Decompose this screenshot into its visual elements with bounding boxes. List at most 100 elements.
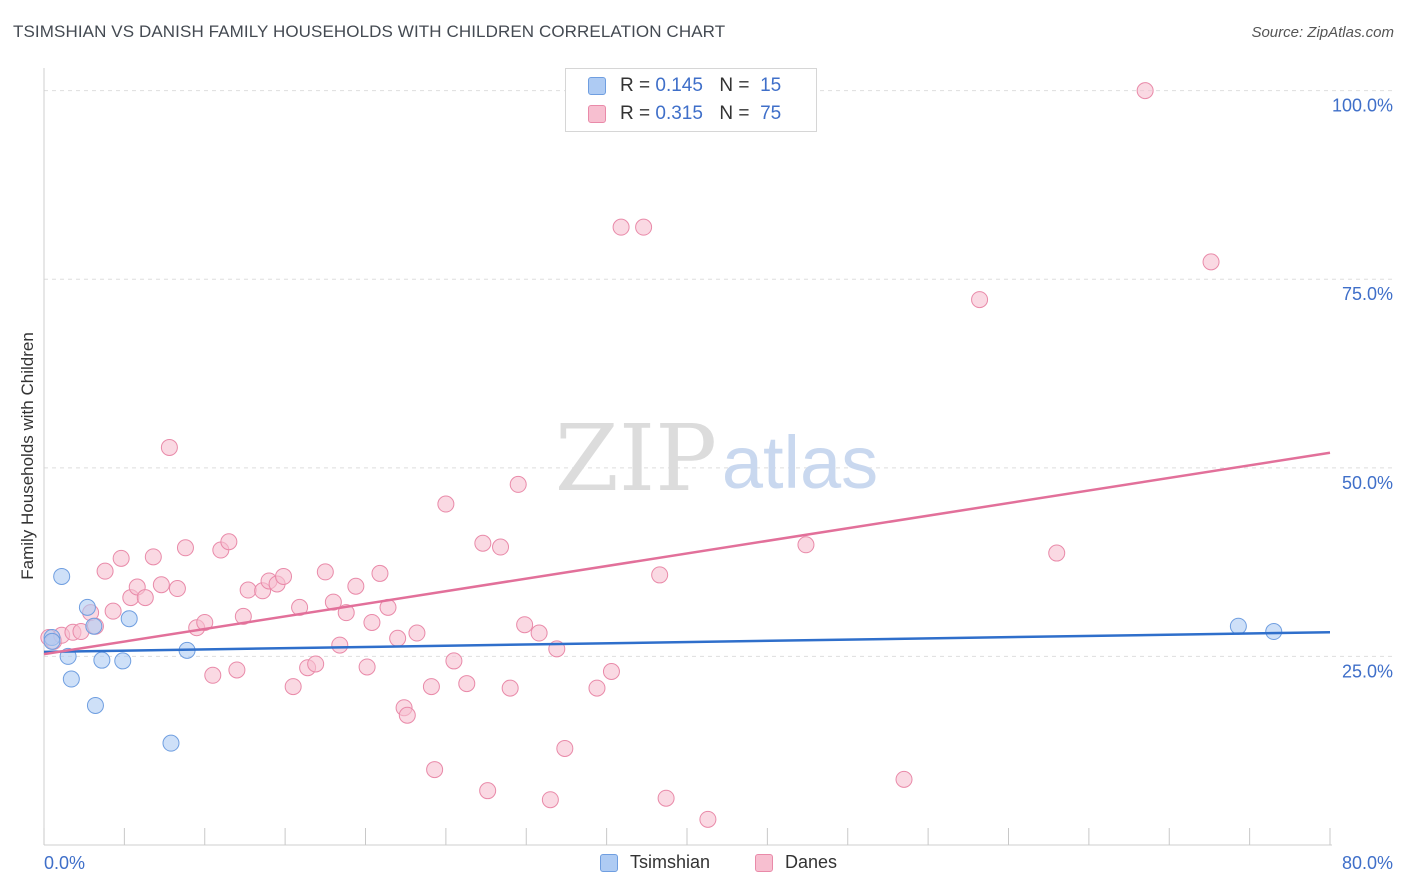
tsimshian-point [93, 651, 111, 669]
danes-point [307, 655, 325, 673]
legend-n-value: 75 [760, 103, 782, 124]
tsimshian-point [85, 617, 103, 635]
danes-point [492, 538, 510, 556]
danes-point [408, 624, 426, 642]
danes-point [144, 548, 162, 566]
danes-point [239, 581, 257, 599]
danes-point [1202, 253, 1220, 271]
danes-points [40, 82, 1220, 828]
danes-point [797, 536, 815, 554]
legend-n-label: N = [719, 75, 750, 96]
tsimshian-point [78, 598, 96, 616]
danes-point [516, 616, 534, 634]
tsimshian-trend-line [43, 631, 1331, 654]
tsimshian-point [43, 632, 61, 650]
danes-point [426, 761, 444, 779]
bottom-legend-danes: Danes [755, 852, 837, 873]
legend-n-label: N = [719, 103, 750, 124]
danes-point [422, 678, 440, 696]
danes-point [112, 549, 130, 567]
tsimshian-point [62, 670, 80, 688]
legend-r-value: 0.145 [655, 75, 703, 96]
tsimshian-points [43, 567, 1283, 752]
stats-legend: R = 0.145 N = 15 R = 0.315 N = 75 [565, 68, 817, 132]
tsimshian-point [1229, 617, 1247, 635]
chart-title: TSIMSHIAN VS DANISH FAMILY HOUSEHOLDS WI… [13, 22, 726, 41]
tsimshian-point [53, 567, 71, 585]
danes-point [136, 589, 154, 607]
watermark: ZIP atlas [555, 405, 878, 512]
axes [43, 68, 1332, 846]
legend-r-value: 0.315 [655, 103, 703, 124]
legend-r-label: R = [620, 103, 651, 124]
danes-point [204, 666, 222, 684]
watermark-zip: ZIP [555, 405, 717, 512]
x-tick-labels: 0.0% 80.0% [44, 853, 1393, 873]
danes-point [284, 678, 302, 696]
tsimshian-point [1265, 623, 1283, 641]
danes-point [176, 539, 194, 557]
legend-row-tsimshian: R = 0.145 N = 15 [588, 75, 781, 97]
danes-point [509, 475, 527, 493]
danes-point [458, 675, 476, 693]
danes-point [541, 791, 559, 809]
legend-r-label: R = [620, 75, 651, 96]
danes-point [445, 652, 463, 670]
danes-point [501, 679, 519, 697]
danes-point [331, 636, 349, 654]
danes-point [556, 739, 574, 757]
danes-point [651, 566, 669, 584]
danes-point [895, 770, 913, 788]
x-ticks [43, 828, 1331, 845]
tsimshian-swatch [588, 77, 606, 95]
tsimshian-point [120, 610, 138, 628]
legend-row-danes: R = 0.315 N = 75 [588, 103, 781, 125]
tsimshian-point [162, 734, 180, 752]
x-tick-label-min: 0.0% [44, 853, 85, 873]
danes-point [160, 438, 178, 456]
tsimshian-point [114, 652, 132, 670]
danes-point [324, 593, 342, 611]
danes-point [220, 533, 238, 551]
danes-point [234, 607, 252, 625]
y-tick-labels: 25.0% 50.0% 75.0% 100.0% [1332, 96, 1393, 682]
y-tick-label: 25.0% [1342, 661, 1393, 681]
tsimshian-legend-swatch [600, 853, 618, 872]
danes-legend-swatch [755, 853, 773, 872]
danes-point [1048, 544, 1066, 562]
danes-point [612, 218, 630, 236]
danes-point [437, 495, 455, 513]
danes-point [152, 576, 170, 594]
danes-point [168, 580, 186, 598]
danes-point [228, 661, 246, 679]
danes-point [196, 613, 214, 631]
y-tick-label: 75.0% [1342, 284, 1393, 304]
danes-point [971, 291, 989, 309]
source-attribution: Source: ZipAtlas.com [1251, 24, 1394, 41]
danes-point [104, 602, 122, 620]
trend-lines [43, 451, 1331, 656]
danes-point [398, 706, 416, 724]
danes-point [347, 577, 365, 595]
danes-point [530, 624, 548, 642]
danes-point [96, 562, 114, 580]
danes-point [699, 810, 717, 828]
legend-n-value: 15 [760, 75, 782, 96]
danes-point [479, 782, 497, 800]
danes-point [371, 564, 389, 582]
danes-point [358, 658, 376, 676]
danes-point [389, 629, 407, 647]
danes-point [474, 534, 492, 552]
danes-point [635, 218, 653, 236]
gridlines [44, 90, 1394, 657]
danes-trend-line [43, 451, 1331, 656]
danes-legend-label: Danes [785, 852, 838, 872]
tsimshian-legend-label: Tsimshian [630, 852, 711, 872]
danes-swatch [588, 105, 606, 123]
y-tick-label: 50.0% [1342, 473, 1393, 493]
x-tick-label-max: 80.0% [1342, 853, 1393, 873]
bottom-legend-tsimshian: Tsimshian [600, 852, 710, 873]
danes-point [1136, 82, 1154, 100]
danes-point [316, 563, 334, 581]
